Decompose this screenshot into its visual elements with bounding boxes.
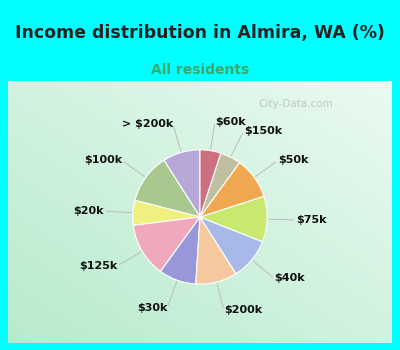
Text: All residents: All residents [151,63,249,77]
Text: $20k: $20k [73,206,104,216]
Wedge shape [200,217,262,274]
Wedge shape [200,196,267,242]
Text: $75k: $75k [296,215,327,225]
Wedge shape [200,163,264,217]
Text: $30k: $30k [137,303,167,313]
Text: $50k: $50k [278,155,308,165]
Wedge shape [135,160,200,217]
Text: $150k: $150k [244,126,282,136]
Text: City-Data.com: City-Data.com [259,99,333,109]
Text: $60k: $60k [215,117,246,127]
Wedge shape [133,200,200,225]
Wedge shape [196,217,236,284]
Text: > $200k: > $200k [122,119,173,130]
Wedge shape [164,150,200,217]
Wedge shape [200,150,221,217]
Text: Income distribution in Almira, WA (%): Income distribution in Almira, WA (%) [15,23,385,42]
Wedge shape [133,217,200,271]
Wedge shape [160,217,200,284]
Text: $100k: $100k [84,155,122,165]
Wedge shape [200,153,240,217]
Text: $200k: $200k [224,306,262,315]
Text: $40k: $40k [274,273,305,284]
Text: $125k: $125k [79,261,117,271]
